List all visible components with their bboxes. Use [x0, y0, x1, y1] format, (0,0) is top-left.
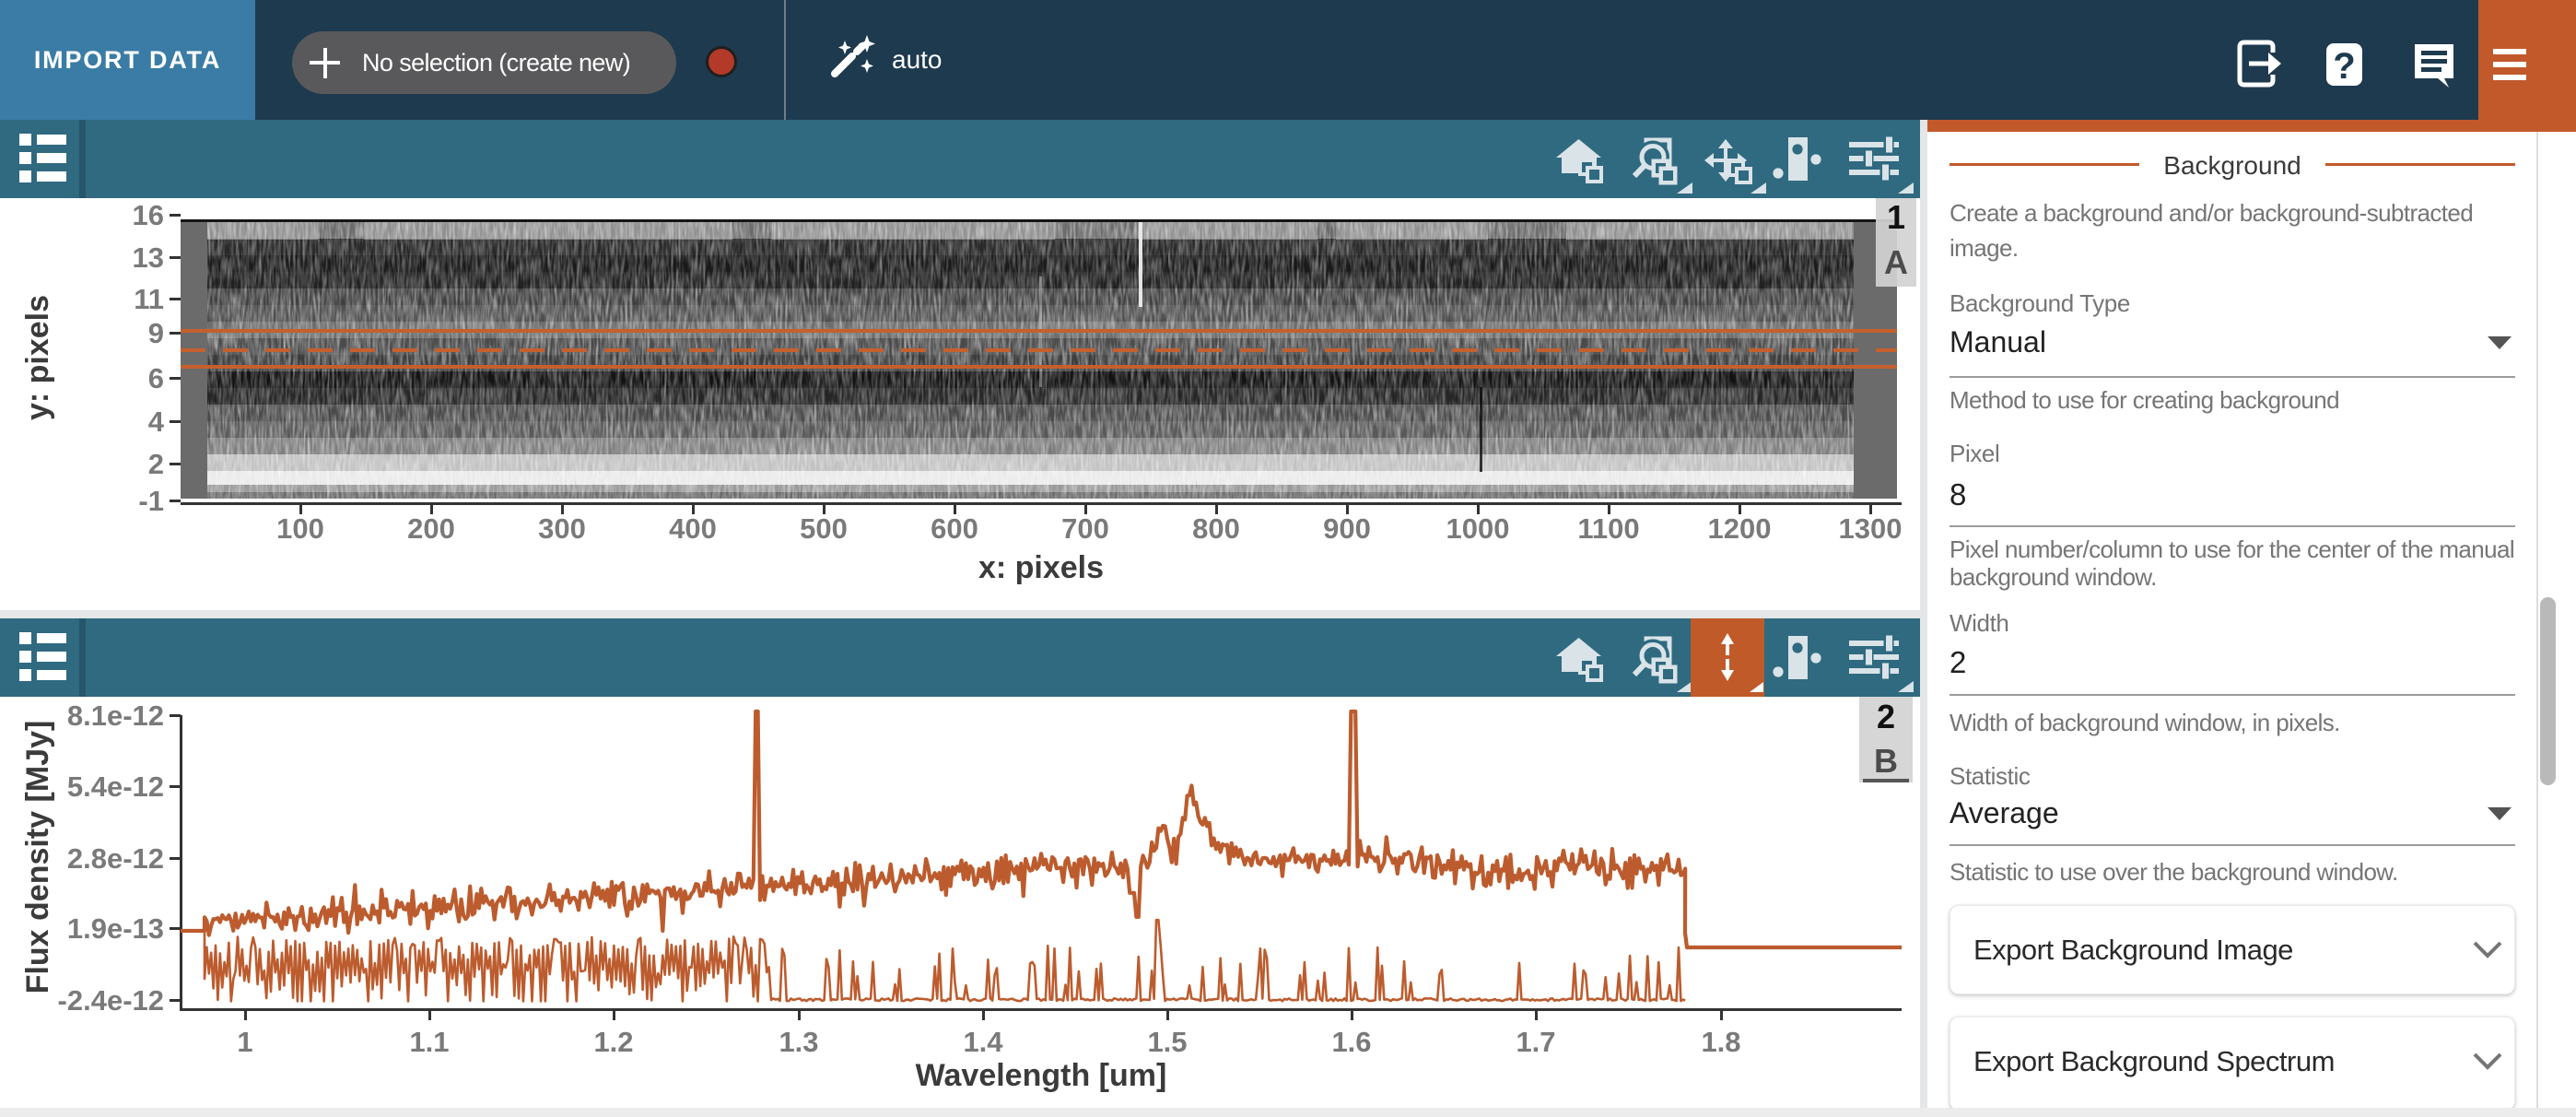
- svg-text:1000: 1000: [1446, 512, 1510, 545]
- svg-text:1.2: 1.2: [593, 1026, 633, 1058]
- svg-text:1300: 1300: [1839, 512, 1903, 545]
- svg-text:1.1: 1.1: [409, 1026, 449, 1058]
- svg-text:800: 800: [1192, 512, 1240, 545]
- svg-text:2: 2: [148, 448, 164, 480]
- svg-text:B: B: [1874, 742, 1898, 780]
- svg-text:200: 200: [407, 512, 455, 545]
- svg-text:1: 1: [1887, 198, 1905, 236]
- svg-text:13: 13: [133, 241, 164, 274]
- svg-text:1.8: 1.8: [1701, 1026, 1740, 1058]
- svg-text:-1: -1: [138, 485, 164, 517]
- svg-text:16: 16: [133, 199, 164, 231]
- svg-text:4: 4: [148, 406, 165, 438]
- svg-text:5.4e-12: 5.4e-12: [67, 770, 164, 803]
- svg-text:1.7: 1.7: [1516, 1026, 1555, 1058]
- svg-text:1100: 1100: [1577, 512, 1639, 545]
- svg-text:Flux density [MJy]: Flux density [MJy]: [20, 721, 55, 994]
- svg-text:300: 300: [538, 512, 586, 545]
- svg-text:2.8e-12: 2.8e-12: [67, 842, 164, 875]
- svg-text:11: 11: [134, 283, 164, 315]
- svg-text:1.3: 1.3: [779, 1026, 818, 1058]
- svg-text:500: 500: [800, 512, 848, 545]
- svg-text:9: 9: [148, 317, 164, 349]
- svg-text:1.6: 1.6: [1331, 1026, 1371, 1058]
- svg-text:600: 600: [931, 512, 978, 545]
- svg-text:100: 100: [276, 512, 324, 545]
- svg-text:1.5: 1.5: [1147, 1026, 1187, 1058]
- svg-text:6: 6: [148, 362, 164, 394]
- svg-text:2: 2: [1877, 698, 1895, 735]
- svg-text:400: 400: [669, 512, 717, 545]
- svg-text:1: 1: [237, 1026, 252, 1058]
- svg-text:-2.4e-12: -2.4e-12: [58, 984, 164, 1017]
- svg-text:1200: 1200: [1708, 512, 1772, 545]
- svg-text:x: pixels: x: pixels: [978, 550, 1104, 585]
- svg-text:700: 700: [1061, 512, 1109, 545]
- svg-text:1.9e-13: 1.9e-13: [67, 912, 164, 945]
- svg-text:Wavelength [um]: Wavelength [um]: [916, 1058, 1167, 1093]
- svg-text:y: pixels: y: pixels: [20, 295, 55, 420]
- svg-text:8.1e-12: 8.1e-12: [67, 700, 164, 732]
- svg-text:A: A: [1884, 243, 1908, 281]
- svg-text:900: 900: [1323, 512, 1371, 545]
- svg-text:1.4: 1.4: [963, 1026, 1003, 1058]
- svg-text:?: ?: [2333, 46, 2355, 87]
